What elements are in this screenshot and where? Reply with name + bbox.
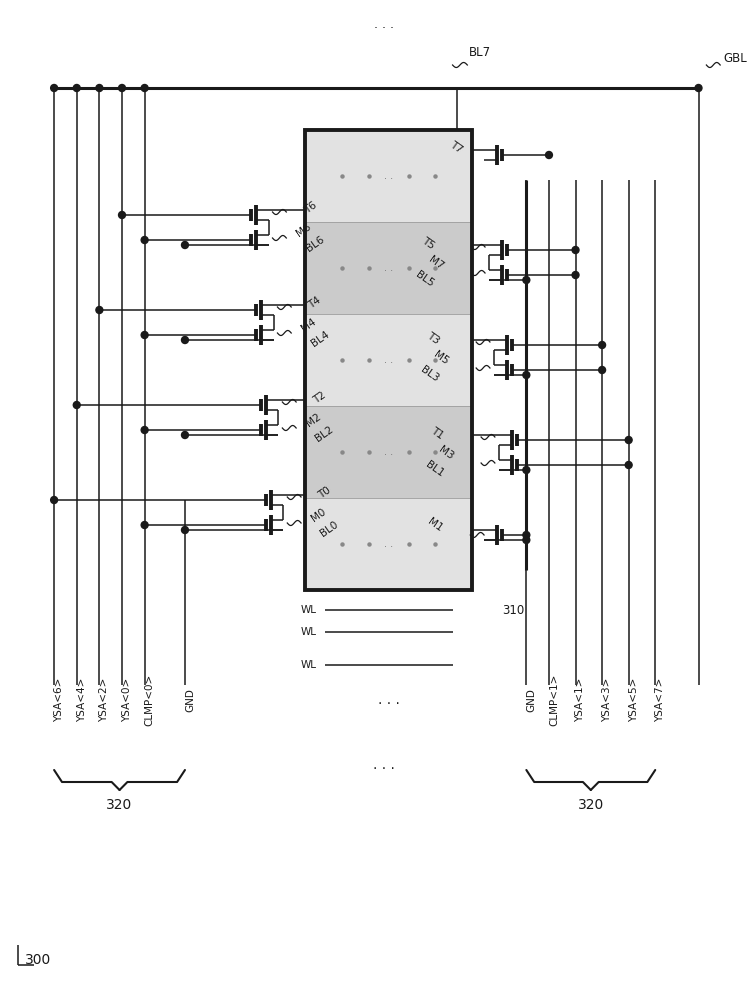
Text: . .: . .: [384, 171, 393, 181]
Text: M6: M6: [294, 221, 313, 239]
Circle shape: [118, 85, 125, 92]
Circle shape: [523, 276, 530, 284]
Text: M5: M5: [432, 349, 451, 367]
Bar: [305, 314, 472, 406]
Text: YSA<0>: YSA<0>: [122, 678, 132, 722]
Text: . .: . .: [384, 263, 393, 273]
Text: . . .: . . .: [374, 18, 394, 31]
Text: . . .: . . .: [378, 693, 400, 707]
Circle shape: [141, 522, 148, 528]
Circle shape: [141, 236, 148, 243]
Bar: [305, 498, 472, 590]
Bar: [305, 222, 472, 314]
Text: . .: . .: [384, 355, 393, 365]
Circle shape: [598, 366, 605, 373]
Text: M0: M0: [309, 506, 327, 524]
Circle shape: [182, 526, 188, 534]
Text: BL3: BL3: [419, 364, 441, 384]
Text: GND: GND: [526, 688, 536, 712]
Circle shape: [545, 151, 553, 158]
Text: BL0: BL0: [319, 519, 340, 539]
Circle shape: [118, 212, 125, 219]
Text: WL: WL: [301, 660, 316, 670]
Circle shape: [141, 332, 148, 338]
Text: M1: M1: [426, 516, 445, 534]
Text: T0: T0: [316, 485, 333, 501]
Circle shape: [598, 342, 605, 349]
Text: . . .: . . .: [373, 758, 394, 772]
Circle shape: [96, 306, 103, 314]
Circle shape: [523, 532, 530, 538]
Text: T3: T3: [424, 330, 441, 346]
Text: M3: M3: [437, 444, 455, 462]
Text: T4: T4: [307, 295, 323, 311]
Text: BL6: BL6: [304, 234, 326, 254]
Text: . .: . .: [384, 447, 393, 457]
Text: T6: T6: [302, 200, 318, 216]
Text: CLMP<1>: CLMP<1>: [549, 674, 559, 726]
Text: 300: 300: [25, 953, 51, 967]
Circle shape: [523, 466, 530, 474]
Bar: [305, 130, 472, 222]
Text: YSA<7>: YSA<7>: [656, 678, 665, 722]
Text: YSA<3>: YSA<3>: [602, 678, 612, 722]
Bar: [305, 406, 472, 498]
Circle shape: [182, 336, 188, 344]
Circle shape: [695, 85, 702, 92]
Text: BL5: BL5: [414, 269, 436, 289]
Text: T5: T5: [419, 235, 436, 251]
Circle shape: [74, 401, 80, 408]
Text: BL7: BL7: [470, 45, 491, 58]
Text: WL: WL: [301, 627, 316, 637]
Text: T2: T2: [312, 390, 328, 406]
Circle shape: [572, 271, 579, 278]
Text: YSA<2>: YSA<2>: [99, 678, 109, 722]
Text: YSA<4>: YSA<4>: [76, 678, 87, 722]
Circle shape: [523, 536, 530, 544]
Text: CLMP<0>: CLMP<0>: [145, 674, 154, 726]
Text: 320: 320: [106, 798, 133, 812]
Text: GBL: GBL: [723, 51, 747, 64]
Text: T1: T1: [430, 425, 445, 441]
Text: YSA<5>: YSA<5>: [628, 678, 639, 722]
Text: T7: T7: [448, 139, 464, 155]
Circle shape: [141, 85, 148, 92]
Text: YSA<6>: YSA<6>: [54, 678, 64, 722]
Text: 320: 320: [578, 798, 604, 812]
Circle shape: [51, 85, 58, 92]
Circle shape: [141, 426, 148, 434]
Text: BL2: BL2: [314, 424, 335, 444]
Circle shape: [74, 85, 80, 92]
Text: BL1: BL1: [424, 459, 445, 479]
Circle shape: [96, 85, 103, 92]
Circle shape: [182, 432, 188, 438]
Text: BL4: BL4: [309, 329, 331, 349]
Circle shape: [182, 241, 188, 248]
Circle shape: [523, 371, 530, 378]
Text: 310: 310: [502, 603, 524, 616]
Circle shape: [51, 496, 58, 504]
Bar: [305, 130, 472, 590]
Text: M7: M7: [427, 254, 445, 272]
Circle shape: [626, 436, 632, 444]
Circle shape: [626, 462, 632, 468]
Text: M4: M4: [299, 316, 317, 334]
Text: WL: WL: [301, 605, 316, 615]
Text: M2: M2: [304, 411, 322, 429]
Text: GND: GND: [185, 688, 195, 712]
Circle shape: [572, 246, 579, 253]
Text: YSA<1>: YSA<1>: [575, 678, 586, 722]
Text: . .: . .: [384, 539, 393, 549]
